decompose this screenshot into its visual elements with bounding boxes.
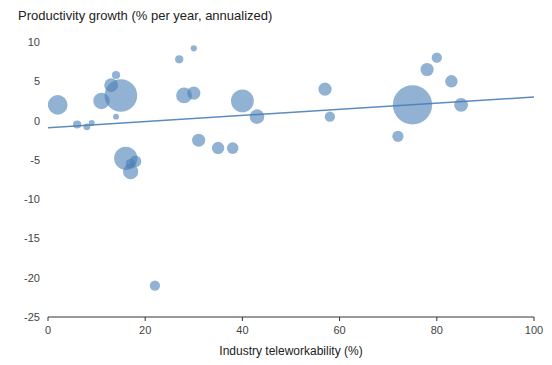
y-tick [45,120,48,121]
chart: Productivity growth (% per year, annuali… [0,0,552,365]
x-tick [145,317,146,321]
x-tick [534,317,535,321]
bubble [150,280,160,290]
trend-line [48,97,534,128]
y-tick-label: -20 [24,272,40,284]
x-tick-label: 80 [431,324,443,336]
y-axis: 10 5 0 -5 -10 -15 -20 -25 [24,36,48,323]
bubble [105,79,138,112]
bubble [445,75,457,87]
marks [48,45,534,291]
bubble [420,63,433,76]
y-tick-label: -5 [30,154,40,166]
bubble [231,90,254,113]
x-tick-label: 20 [139,324,151,336]
y-tick [45,42,48,43]
x-tick [48,317,49,321]
y-tick-label: 10 [28,36,40,48]
x-tick [242,317,243,321]
y-tick-label: -15 [24,232,40,244]
bubble [112,71,120,79]
x-tick-label: 40 [236,324,248,336]
x-tick-label: 100 [525,324,543,336]
bubble [175,55,183,63]
y-tick-label: 0 [34,115,40,127]
bubble [192,134,205,147]
background [0,0,552,365]
x-tick-label: 60 [333,324,345,336]
y-tick [45,238,48,239]
bubble [130,156,142,168]
x-tick-label: 0 [45,324,51,336]
y-tick [45,159,48,160]
y-tick [45,277,48,278]
bubble [392,131,403,142]
y-tick-label: -10 [24,193,40,205]
bubble [113,114,119,120]
y-tick-label: 5 [34,75,40,87]
x-tick [436,317,437,321]
x-axis-line [48,317,534,318]
y-tick [45,81,48,82]
bubble [212,142,224,154]
x-tick [339,317,340,321]
y-tick [45,199,48,200]
bubble [250,109,265,124]
bubble [73,120,81,128]
x-axis-label: Industry teleworkability (%) [219,344,362,358]
bubble [318,83,331,96]
bubble [227,142,239,154]
bubble [187,86,200,99]
x-axis: 0 20 40 60 80 100 [45,317,543,336]
bubble [191,45,197,51]
bubble [454,98,468,112]
bubble [325,111,335,121]
y-tick-label: -25 [24,311,40,323]
bubble [432,53,442,63]
bubble [48,95,68,115]
title: Productivity growth (% per year, annuali… [18,8,272,23]
